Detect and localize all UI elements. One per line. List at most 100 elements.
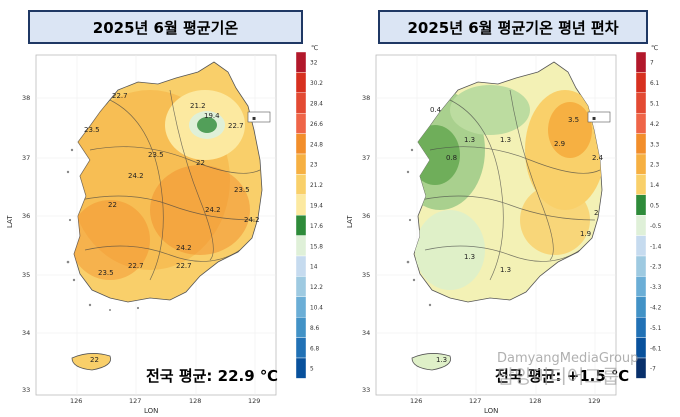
contour-label: 0.4 xyxy=(430,106,442,114)
watermark-line-1: DamyangMediaGroup xyxy=(497,351,639,366)
contour-label: 23.5 xyxy=(148,151,164,159)
legend-swatch xyxy=(635,174,647,195)
temperature-map: 22.7 23.5 21.2 19.4 22.7 23.5 22 24.2 23… xyxy=(6,44,323,415)
legend-swatch xyxy=(635,276,647,297)
contour-label: 22.7 xyxy=(112,92,128,100)
legend-tick-label: 30.2 xyxy=(310,81,323,87)
legend-tick-label: -2.3 xyxy=(650,265,662,271)
contour-label: 1.3 xyxy=(464,253,475,261)
inset-legend-box xyxy=(247,111,271,123)
legend-tick-label: -3.3 xyxy=(650,285,662,291)
legend-swatch xyxy=(295,255,307,277)
legend-swatch xyxy=(295,92,307,114)
lat-tick: 33 xyxy=(22,386,30,394)
inset-legend-box xyxy=(587,111,611,123)
lat-tick: 36 xyxy=(362,212,370,220)
color-legend: 7 6.1 5.1 4.2 3.3 2.3 1.4 0.5 -0.5 -1.4 -2.3 -3.3 -4… xyxy=(635,51,662,379)
contour-label: 1.3 xyxy=(436,356,447,364)
watermark-line-2: 담양미디어그룹 xyxy=(497,366,620,388)
contour-label: 22.7 xyxy=(228,122,244,130)
legend-swatch xyxy=(295,51,307,73)
legend-swatch xyxy=(295,153,307,175)
legend-tick-label: 24.8 xyxy=(310,142,323,148)
legend-swatch xyxy=(635,357,647,379)
lat-tick: 37 xyxy=(362,154,370,162)
legend-swatch xyxy=(635,72,647,94)
panel-average-temperature: 22.7 23.5 21.2 19.4 22.7 23.5 22 24.2 23… xyxy=(6,10,323,415)
legend-tick-label: 10.4 xyxy=(310,306,323,312)
contour-label: 24.2 xyxy=(176,244,192,252)
legend-swatch xyxy=(295,276,307,297)
legend-tick-label: -0.5 xyxy=(650,224,662,230)
legend-tick-label: -6.1 xyxy=(650,346,662,352)
color-legend: 32 30.2 28.4 26.6 24.8 23 21.2 19.4 17.6 15.8 14 12… xyxy=(295,51,323,379)
lon-tick: 129 xyxy=(588,397,600,405)
legend-swatch xyxy=(635,153,647,175)
panel-title: 2025년 6월 평균기온 평년 편차 xyxy=(378,10,648,44)
legend-tick-label: -5.1 xyxy=(650,326,662,332)
y-axis-label: LAT xyxy=(6,215,14,228)
legend-tick-label: 32 xyxy=(310,61,318,67)
legend-tick-label: -7 xyxy=(650,367,656,373)
contour-label: 23.5 xyxy=(234,186,250,194)
legend-swatch xyxy=(635,296,647,318)
contour-label: 24.2 xyxy=(205,206,221,214)
lon-tick: 128 xyxy=(529,397,541,405)
legend-tick-label: 6.1 xyxy=(650,81,660,87)
national-average-label: 전국 평균: 22.9 ℃ xyxy=(146,367,279,385)
contour-label: 23.5 xyxy=(84,126,100,134)
legend-tick-label: 8.6 xyxy=(310,326,320,332)
legend-swatch xyxy=(295,235,307,257)
panel-title: 2025년 6월 평균기온 xyxy=(28,10,303,44)
lon-tick: 127 xyxy=(129,397,141,405)
legend-swatch xyxy=(295,174,307,195)
contour-label: 1.9 xyxy=(580,230,591,238)
lat-tick: 36 xyxy=(22,212,30,220)
contour-label: 1.3 xyxy=(464,136,475,144)
contour-label: 1.3 xyxy=(500,136,511,144)
x-axis-label: LON xyxy=(144,407,158,415)
legend-tick-label: 5 xyxy=(310,367,314,373)
lat-tick: 37 xyxy=(22,154,30,162)
contour-label: 22.7 xyxy=(176,262,192,270)
watermark: DamyangMediaGroup 담양미디어그룹 xyxy=(497,351,639,389)
legend-tick-label: 14 xyxy=(310,265,318,271)
legend-tick-label: 1.4 xyxy=(650,183,660,189)
lat-tick: 38 xyxy=(362,94,370,102)
legend-swatch xyxy=(295,112,307,134)
x-axis-label: LON xyxy=(484,407,498,415)
legend-tick-label: -4.2 xyxy=(650,306,662,312)
legend-swatch xyxy=(295,337,307,359)
anomaly-map: 0.4 1.3 1.3 3.5 2.9 2.4 0.8 2 1.9 1.3 1.… xyxy=(346,44,662,415)
inset-legend-text: ▪ xyxy=(252,115,256,122)
lat-tick: 34 xyxy=(362,329,370,337)
contour-label: 24.2 xyxy=(244,216,260,224)
national-average-label: 전국 평균: +1.5 ℃ xyxy=(495,367,630,385)
legend-unit: ℃ xyxy=(651,44,658,52)
inset-legend-text: ▪ xyxy=(592,115,596,122)
korea-landmass xyxy=(406,61,603,371)
legend-tick-label: 6.8 xyxy=(310,346,320,352)
lon-tick: 126 xyxy=(410,397,422,405)
lat-tick: 35 xyxy=(22,271,30,279)
legend-tick-label: -1.4 xyxy=(650,244,662,250)
legend-swatch xyxy=(295,357,307,379)
legend-swatch xyxy=(635,51,647,73)
contour-label: 19.4 xyxy=(204,112,220,120)
contour-label: 23.5 xyxy=(98,269,114,277)
legend-swatch xyxy=(635,214,647,236)
legend-swatch xyxy=(635,194,647,216)
contour-label: 21.2 xyxy=(190,102,206,110)
legend-swatch xyxy=(635,92,647,114)
legend-swatch xyxy=(295,296,307,318)
legend-swatch xyxy=(635,133,647,155)
legend-swatch xyxy=(635,235,647,257)
contour-label: 22 xyxy=(90,356,99,364)
panel-temperature-anomaly: 0.4 1.3 1.3 3.5 2.9 2.4 0.8 2 1.9 1.3 1.… xyxy=(340,0,680,417)
contour-label: 22.7 xyxy=(128,262,144,270)
legend-tick-label: 4.2 xyxy=(650,122,660,128)
contour-label: 22 xyxy=(108,201,117,209)
legend-tick-label: 3.3 xyxy=(650,142,660,148)
legend-swatch xyxy=(635,112,647,134)
contour-label: 2.9 xyxy=(554,140,565,148)
